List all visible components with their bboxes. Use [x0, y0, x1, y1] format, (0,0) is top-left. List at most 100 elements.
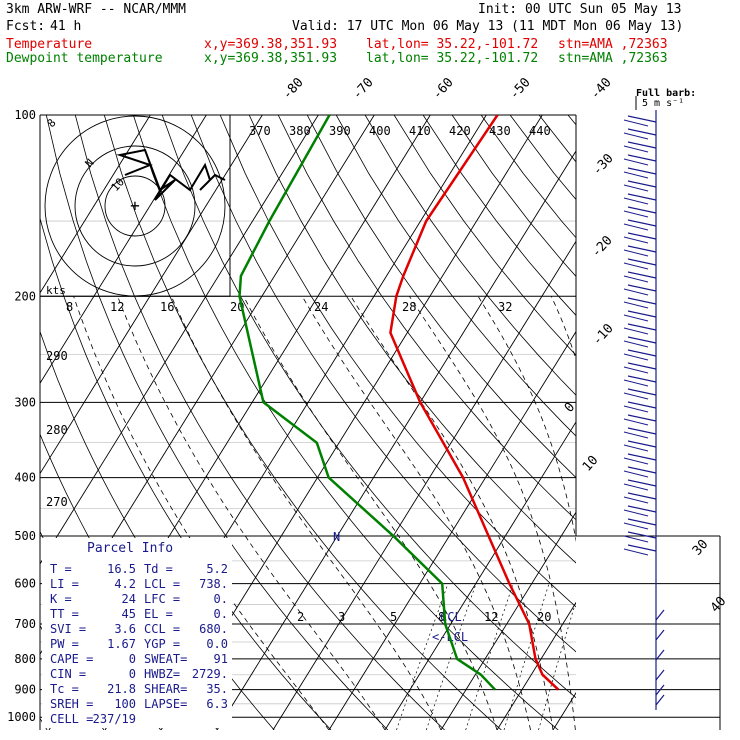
temperature-xy: x,y=369.38,351.93 [204, 37, 338, 52]
wind-barb [627, 193, 657, 201]
dry-adiabat-line [132, 115, 559, 730]
parcel-info-key: HWBZ= [144, 667, 180, 681]
wind-barb [623, 119, 649, 127]
dewpoint-station: stn=AMA ,72363 [558, 51, 668, 66]
parcel-info-value: 4.2 [114, 577, 136, 591]
wind-barb [623, 197, 649, 205]
dry-adiabat-line [74, 115, 445, 730]
wind-barb [627, 206, 657, 214]
wind-barb [627, 388, 657, 396]
wind-barb [623, 301, 649, 309]
parcel-info-box: Parcel Info T = 16.5 Td = 5.2 LI = 4.2 LCL = 738… [42, 538, 232, 728]
wind-barb [623, 353, 649, 361]
model-title: 3km ARW-WRF -- NCAR/MMM [6, 2, 187, 17]
pressure-label-900: 900 [14, 683, 36, 697]
isotherm-line [272, 240, 576, 730]
wind-barb [623, 366, 649, 374]
wind-barb [627, 167, 657, 175]
dry-adiabat-line [248, 115, 576, 564]
parcel-info-value: 680. [199, 622, 228, 636]
parcel-info-value: 0. [214, 592, 228, 606]
wind-barb [627, 492, 657, 500]
temperature-station: stn=AMA ,72363 [558, 37, 668, 52]
wind-barb [623, 548, 649, 556]
isotherm-label: 30 [690, 537, 712, 559]
wind-barb [627, 245, 657, 253]
parcel-info-value: 100 [114, 697, 136, 711]
parcel-info-value: 35. [206, 682, 228, 696]
isotherm-label: -80 [280, 75, 307, 102]
wind-barb [623, 418, 649, 426]
dry-adiabat-line [684, 115, 740, 730]
wind-barbs: Full barb:5 m s⁻¹ [623, 88, 696, 710]
moist-adiabat-line [409, 296, 576, 730]
parcel-info-key: T = [50, 562, 72, 576]
wind-barb [627, 180, 657, 188]
wind-barb [627, 401, 657, 409]
mixing-ratio-line [396, 583, 449, 730]
mixing-ratio-label: 2 [297, 610, 304, 624]
isotherm-label: -30 [590, 151, 617, 178]
theta-label: 390 [329, 124, 351, 138]
parcel-info-key: TT = [50, 607, 79, 621]
parcel-info-value: 5.2 [206, 562, 228, 576]
hodograph-origin: + [130, 196, 140, 215]
moist-adiabat-line [73, 296, 330, 730]
mixing-ratio-label: 8 [438, 610, 445, 624]
theta-label: 370 [249, 124, 271, 138]
wind-barb [623, 275, 649, 283]
parcel-info-value: 21.8 [107, 682, 136, 696]
wind-barb [623, 431, 649, 439]
dry-adiabat-line [103, 115, 502, 730]
parcel-info-key: LCL = [144, 577, 180, 591]
parcel-info-value: 3.6 [114, 622, 136, 636]
wind-barb [623, 145, 649, 153]
wind-barb [627, 284, 657, 292]
parcel-info-key: CELL = [50, 712, 93, 726]
hodograph-ring-label: 16 [160, 300, 174, 314]
pressure-label-100: 100 [14, 108, 36, 122]
hodograph-ring [74, 145, 196, 267]
wind-barb [623, 236, 649, 244]
parcel-info-value: 24 [122, 592, 136, 606]
isotherm-label: 40 [708, 594, 730, 616]
theta-label: 400 [369, 124, 391, 138]
theta-label: 280 [46, 423, 68, 437]
wind-barb [655, 609, 665, 621]
init-time: Init: 00 UTC Sun 05 May 13 [478, 2, 682, 17]
wind-barb [627, 154, 657, 162]
temperature-trace [389, 115, 560, 691]
dry-adiabat-line [306, 115, 576, 479]
wind-barb [627, 466, 657, 474]
mixing-ratio-line [503, 583, 550, 730]
dry-adiabat-line [713, 115, 740, 730]
wind-barb [623, 158, 649, 166]
isotherm-label: -10 [590, 321, 617, 348]
temperature-latlon: lat,lon= 35.22,-101.72 [366, 37, 539, 52]
pressure-label-1000: 1000 [7, 710, 36, 724]
isotherm-label: -50 [507, 75, 534, 102]
dry-adiabat-line [219, 115, 576, 608]
parcel-info-key: CCL = [144, 622, 180, 636]
pressure-label-500: 500 [14, 529, 36, 543]
wind-barb [627, 323, 657, 331]
isotherm-label: -70 [350, 75, 377, 102]
wind-barb [627, 232, 657, 240]
parcel-info-key: CIN = [50, 667, 86, 681]
isotherm-line [440, 511, 576, 730]
wind-barb [627, 310, 657, 318]
theta-label: 430 [489, 124, 511, 138]
wind-barb [623, 314, 649, 322]
mixing-ratio-label: 20 [537, 610, 551, 624]
fcst-label: Fcst: [6, 19, 46, 34]
parcel-info-value: 738. [199, 577, 228, 591]
wind-barb [623, 132, 649, 140]
wind-barb [623, 340, 649, 348]
parcel-info-value: 16.5 [107, 562, 136, 576]
pressure-label-300: 300 [14, 395, 36, 409]
pressure-label-600: 600 [14, 577, 36, 591]
wind-barb [627, 440, 657, 448]
wind-barb [627, 336, 657, 344]
